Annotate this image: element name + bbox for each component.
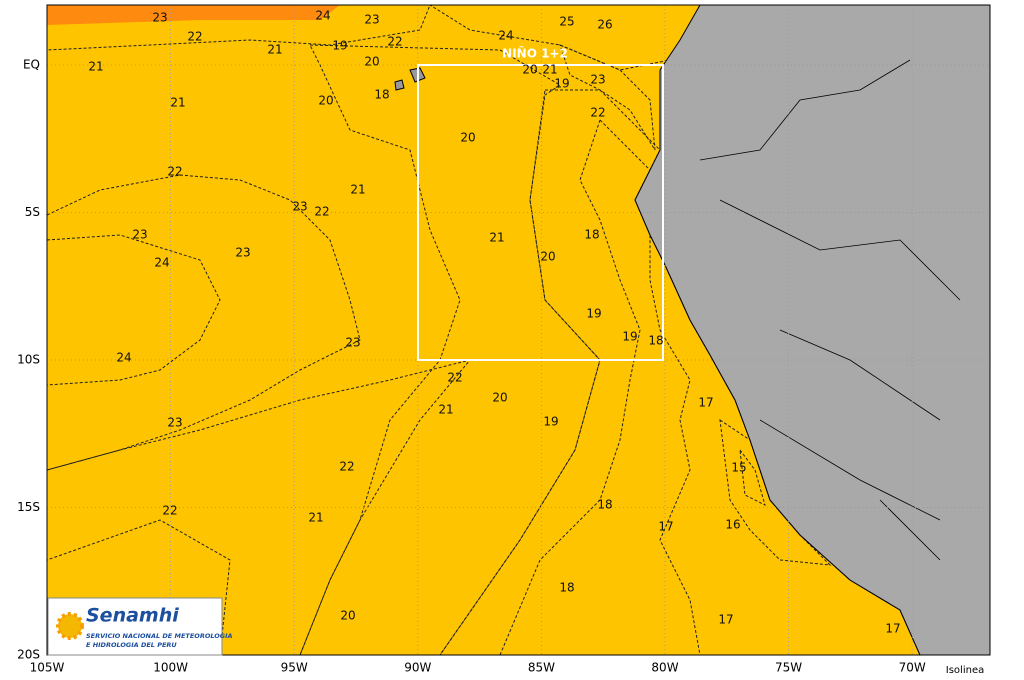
contour-label: 23	[235, 246, 250, 260]
contour-label: 20	[460, 131, 475, 145]
contour-label: 17	[885, 622, 900, 636]
x-tick-label: 105W	[30, 661, 65, 675]
x-tick-label: 70W	[899, 661, 926, 675]
region-label: NIÑO 1+2	[502, 46, 568, 61]
map-border	[46, 4, 991, 656]
sea-23-top	[47, 5, 431, 51]
y-tick-label: 15S	[17, 500, 40, 514]
contour-label: 23	[590, 73, 605, 87]
contour-label: 21	[542, 63, 557, 77]
contour-label: 25	[559, 15, 574, 29]
contour-label: 23	[364, 13, 379, 27]
contour-label: 17	[658, 520, 673, 534]
sea-24	[559, 44, 656, 151]
logo-sun	[56, 612, 84, 640]
borders	[699, 59, 961, 561]
sea-24-top	[47, 5, 340, 25]
contour-label: 23	[292, 200, 307, 214]
contour-label: 22	[339, 460, 354, 474]
contour-label: 21	[438, 403, 453, 417]
sea-23	[47, 174, 361, 471]
contour-label: 17	[698, 396, 713, 410]
contour-label: 20	[364, 55, 379, 69]
contour-label: 19	[586, 307, 601, 321]
contour-label: 23	[167, 416, 182, 430]
contour-label: 26	[597, 18, 612, 32]
contour-label: 24	[315, 9, 330, 23]
contour-label: 22	[167, 165, 182, 179]
map-area: NIÑO 1+2 23 24 23 25 26 22 21 22 24 19 20 21 20 21 23 1…	[47, 5, 990, 655]
contour-label: 20	[540, 250, 555, 264]
x-tick-label: 100W	[153, 661, 188, 675]
x-tick-label: 75W	[775, 661, 802, 675]
contour-label: 22	[447, 371, 462, 385]
contour-label: 23	[152, 11, 167, 25]
contour-label: 21	[88, 60, 103, 74]
contour-label: 21	[170, 96, 185, 110]
contour-label: 22	[162, 504, 177, 518]
contour-label: 20	[492, 391, 507, 405]
contour-label: 18	[374, 88, 389, 102]
x-tick-label: 80W	[651, 661, 678, 675]
contour-label: 19	[332, 39, 347, 53]
contour-label: 21	[308, 511, 323, 525]
contour-label: 16	[725, 518, 740, 532]
contour-label: 17	[718, 613, 733, 627]
contour-label: 19	[622, 330, 637, 344]
logo-line: E HIDROLOGIA DEL PERU	[86, 641, 177, 649]
nino-box	[417, 64, 664, 361]
sea-15	[739, 448, 766, 506]
contour-label: 18	[559, 581, 574, 595]
contour-label: 24	[154, 256, 169, 270]
contour-label: 19	[554, 77, 569, 91]
contour-label: 18	[584, 228, 599, 242]
x-tick-label: 90W	[404, 661, 431, 675]
contour-label: 20	[522, 63, 537, 77]
axes: 105W 100W 95W 90W 85W 80W 75W 70W EQ 5S 10S 15S 20S	[17, 58, 926, 675]
y-tick-label: EQ	[23, 58, 40, 72]
contour-label: 21	[489, 231, 504, 245]
x-tick-label: 85W	[528, 661, 555, 675]
sea-20	[299, 44, 601, 655]
contour-labels: 23 24 23 25 26 22 21 22 24 19 20 21 20 21 23 19 18 21 20 22…	[88, 9, 900, 636]
sea-24	[47, 234, 221, 386]
contour-label: 18	[648, 334, 663, 348]
contour-label: 20	[340, 609, 355, 623]
y-tick-label: 10S	[17, 353, 40, 367]
contour-label: 24	[116, 351, 131, 365]
contour-label: 21	[267, 43, 282, 57]
land	[634, 5, 990, 655]
logo: Senamhi SERVICIO NACIONAL DE METEOROLOGI…	[47, 597, 233, 656]
contour-label: 22	[314, 205, 329, 219]
contour-label: 22	[187, 30, 202, 44]
legend-label: Isolinea	[946, 665, 984, 676]
y-tick-label: 20S	[17, 648, 40, 662]
contour-label: 20	[318, 94, 333, 108]
contour-label: 22	[590, 106, 605, 120]
contour-label: 23	[345, 336, 360, 350]
contour-label: 19	[543, 415, 558, 429]
x-tick-label: 95W	[281, 661, 308, 675]
contour-label: 15	[731, 461, 746, 475]
contour-label: 23	[132, 228, 147, 242]
contour-label: 21	[350, 183, 365, 197]
contour-label: 24	[498, 29, 513, 43]
y-tick-label: 5S	[25, 205, 40, 219]
logo-line: SERVICIO NACIONAL DE METEOROLOGIA	[86, 632, 233, 640]
logo-name: Senamhi	[86, 605, 179, 627]
contour-label: 18	[597, 498, 612, 512]
contour-label: 22	[387, 35, 402, 49]
